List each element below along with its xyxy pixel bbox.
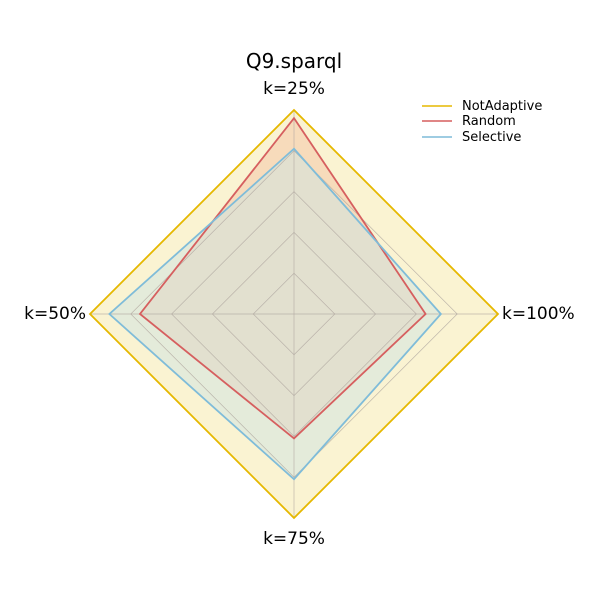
axis-label-k50: k=50%: [24, 304, 86, 324]
radar-series: [88, 108, 500, 520]
legend-label-random: Random: [462, 114, 516, 129]
series-line-selective: [108, 147, 443, 481]
chart-title: Q9.sparql: [246, 49, 342, 73]
legend-label-notadaptive: NotAdaptive: [462, 99, 542, 114]
axis-label-k100: k=100%: [502, 304, 575, 324]
legend-label-selective: Selective: [462, 130, 521, 145]
axis-labels: k=25% k=100% k=75% k=50%: [24, 79, 575, 549]
axis-label-k25: k=25%: [263, 79, 325, 99]
legend: NotAdaptive Random Selective: [422, 99, 542, 145]
series-line-notadaptive: [88, 108, 500, 520]
axis-label-k75: k=75%: [263, 529, 325, 549]
